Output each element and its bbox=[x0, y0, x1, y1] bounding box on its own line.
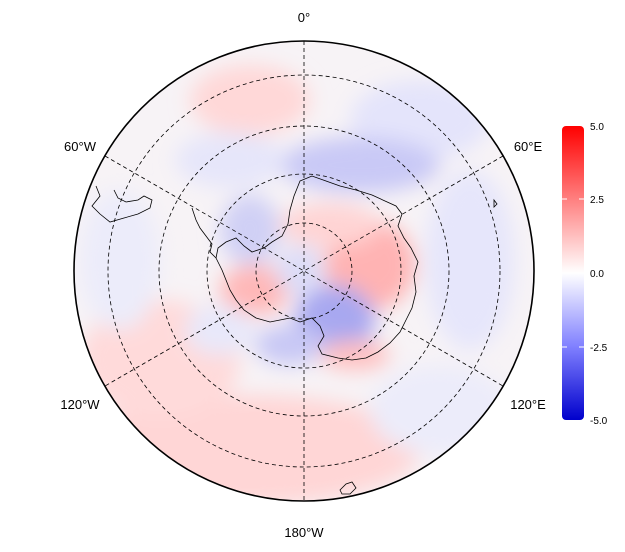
coastlines bbox=[91, 175, 498, 495]
colorbar: 5.0 2.5 0.0 -2.5 -5.0 bbox=[562, 122, 608, 427]
antarctica-coastline bbox=[215, 175, 419, 361]
longitude-label-lower-right: 120°E bbox=[510, 397, 546, 412]
latitude-circle-3 bbox=[158, 125, 450, 417]
longitude-label-lower-left: 120°W bbox=[60, 397, 100, 412]
colorbar-tick-label: 5.0 bbox=[590, 122, 604, 133]
colorbar-gradient bbox=[562, 126, 584, 420]
new-zealand-coastline bbox=[339, 481, 357, 495]
map-boundary bbox=[73, 40, 535, 502]
longitude-label-top: 0° bbox=[298, 10, 310, 25]
longitude-label-bottom: 180°W bbox=[284, 525, 324, 540]
anomaly-field bbox=[74, 41, 534, 501]
sub-antarctic-island bbox=[493, 198, 498, 208]
longitude-label-upper-right: 60°E bbox=[514, 139, 543, 154]
graticule bbox=[104, 41, 504, 501]
antarctic-peninsula bbox=[191, 207, 217, 259]
latitude-circle-4 bbox=[107, 74, 501, 468]
colorbar-tick-label: 0.0 bbox=[590, 269, 604, 280]
colorbar-tick-label: 2.5 bbox=[590, 195, 604, 206]
south-america-coastline bbox=[91, 185, 153, 223]
colorbar-tick-label: -5.0 bbox=[590, 416, 608, 427]
longitude-label-upper-left: 60°W bbox=[64, 139, 97, 154]
colorbar-tick-label: -2.5 bbox=[590, 343, 608, 354]
